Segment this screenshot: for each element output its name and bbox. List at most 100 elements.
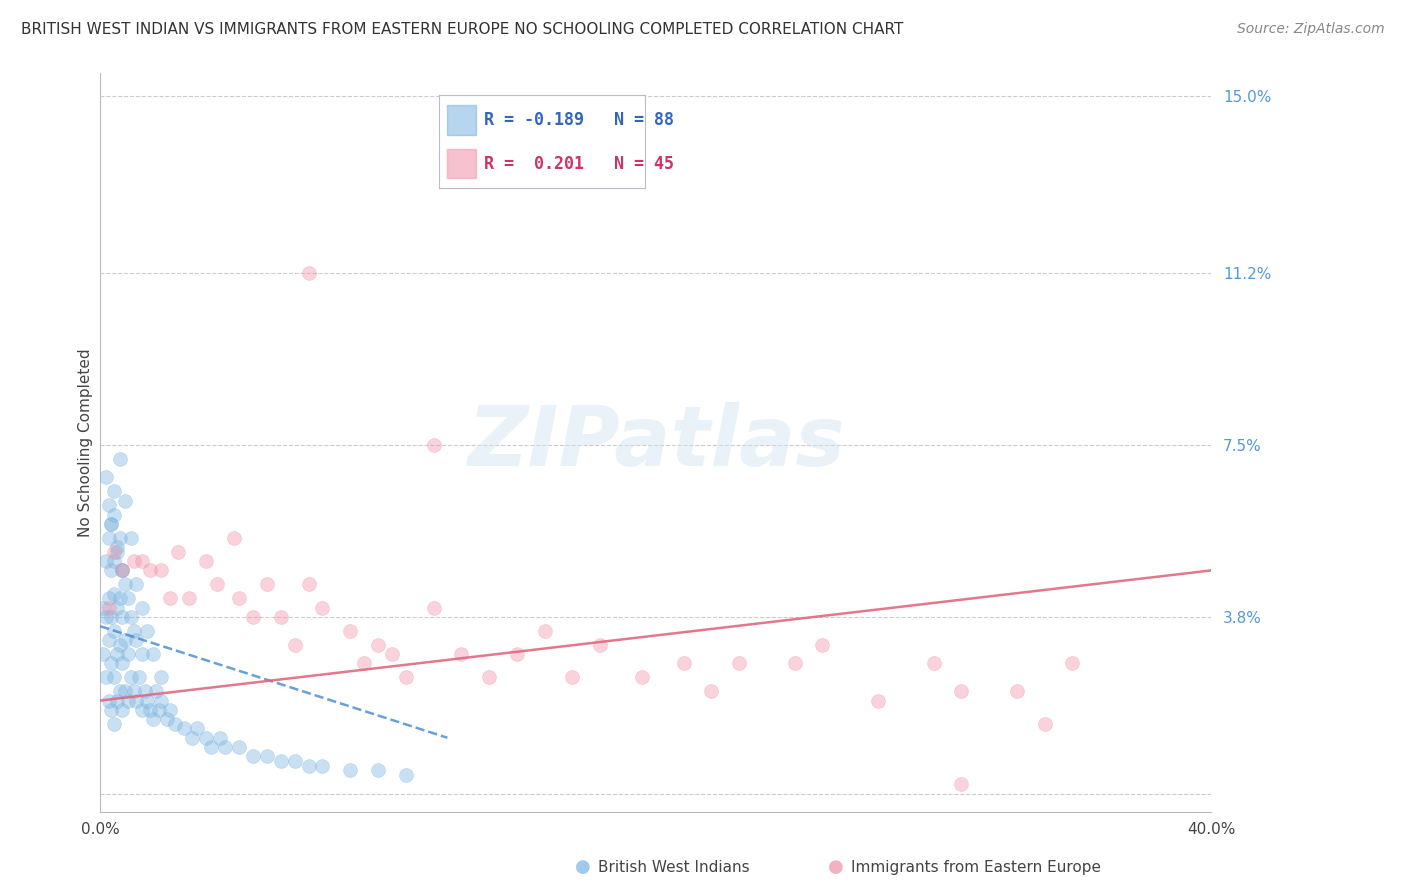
Text: British West Indians: British West Indians (598, 860, 749, 874)
Text: BRITISH WEST INDIAN VS IMMIGRANTS FROM EASTERN EUROPE NO SCHOOLING COMPLETED COR: BRITISH WEST INDIAN VS IMMIGRANTS FROM E… (21, 22, 904, 37)
Point (111, 563, 134, 577)
Point (450, 647, 472, 661)
Point (228, 591, 250, 606)
Point (103, 716, 125, 731)
Point (111, 563, 134, 577)
Point (97, 498, 120, 512)
Point (103, 554, 125, 568)
Point (700, 684, 723, 698)
Point (103, 624, 125, 638)
Point (159, 703, 181, 717)
Y-axis label: No Schooling Completed: No Schooling Completed (79, 348, 93, 537)
Point (256, 749, 278, 764)
Text: Source: ZipAtlas.com: Source: ZipAtlas.com (1237, 22, 1385, 37)
Point (105, 600, 128, 615)
Point (91, 647, 114, 661)
Point (950, 684, 973, 698)
Point (108, 591, 131, 606)
Point (150, 693, 173, 707)
Point (395, 768, 418, 782)
Point (297, 577, 319, 591)
Text: ●: ● (828, 858, 844, 876)
Point (103, 484, 125, 499)
Point (950, 777, 973, 791)
Point (367, 764, 389, 778)
Point (111, 657, 134, 671)
Point (134, 684, 156, 698)
Point (136, 693, 159, 707)
Point (339, 764, 361, 778)
Point (222, 531, 245, 545)
Point (117, 591, 139, 606)
Point (353, 657, 375, 671)
Point (94, 610, 117, 624)
Point (214, 740, 236, 755)
Point (108, 684, 131, 698)
Point (131, 554, 153, 568)
Point (125, 577, 148, 591)
Point (242, 610, 264, 624)
Point (100, 516, 122, 531)
Point (103, 670, 125, 684)
Point (167, 545, 190, 559)
Point (120, 531, 142, 545)
Point (108, 531, 131, 545)
Point (125, 633, 148, 648)
Point (97, 693, 120, 707)
Text: Immigrants from Eastern Europe: Immigrants from Eastern Europe (851, 860, 1101, 874)
Point (148, 703, 170, 717)
Point (866, 693, 889, 707)
Point (297, 266, 319, 280)
Point (122, 684, 145, 698)
Point (186, 722, 208, 736)
Point (122, 554, 145, 568)
Point (311, 600, 333, 615)
Point (150, 670, 173, 684)
Point (139, 703, 162, 717)
Point (100, 516, 122, 531)
Point (91, 600, 114, 615)
Point (145, 684, 167, 698)
Text: ZIPatlas: ZIPatlas (467, 402, 845, 483)
Point (256, 577, 278, 591)
Point (561, 670, 583, 684)
Point (270, 610, 292, 624)
Point (478, 670, 501, 684)
Point (100, 703, 122, 717)
Point (1033, 716, 1056, 731)
Point (103, 587, 125, 601)
Point (114, 684, 136, 698)
Point (1062, 657, 1084, 671)
Point (105, 545, 128, 559)
Point (173, 722, 195, 736)
Point (159, 591, 181, 606)
Point (422, 438, 444, 452)
Point (367, 638, 389, 652)
Point (506, 647, 529, 661)
Point (105, 647, 128, 661)
Point (136, 624, 159, 638)
Point (94, 470, 117, 484)
Point (1005, 684, 1028, 698)
Point (156, 712, 179, 726)
Point (128, 670, 150, 684)
Point (631, 670, 654, 684)
Point (117, 647, 139, 661)
Point (194, 731, 217, 745)
Point (205, 577, 228, 591)
Point (111, 610, 134, 624)
Point (131, 703, 153, 717)
Point (97, 591, 120, 606)
Point (105, 693, 128, 707)
Point (100, 657, 122, 671)
Point (284, 754, 307, 768)
Point (395, 670, 418, 684)
Point (100, 563, 122, 577)
Point (150, 563, 173, 577)
Point (208, 731, 231, 745)
Point (311, 758, 333, 772)
Point (922, 657, 945, 671)
Point (120, 610, 142, 624)
Point (165, 716, 187, 731)
Point (297, 758, 319, 772)
